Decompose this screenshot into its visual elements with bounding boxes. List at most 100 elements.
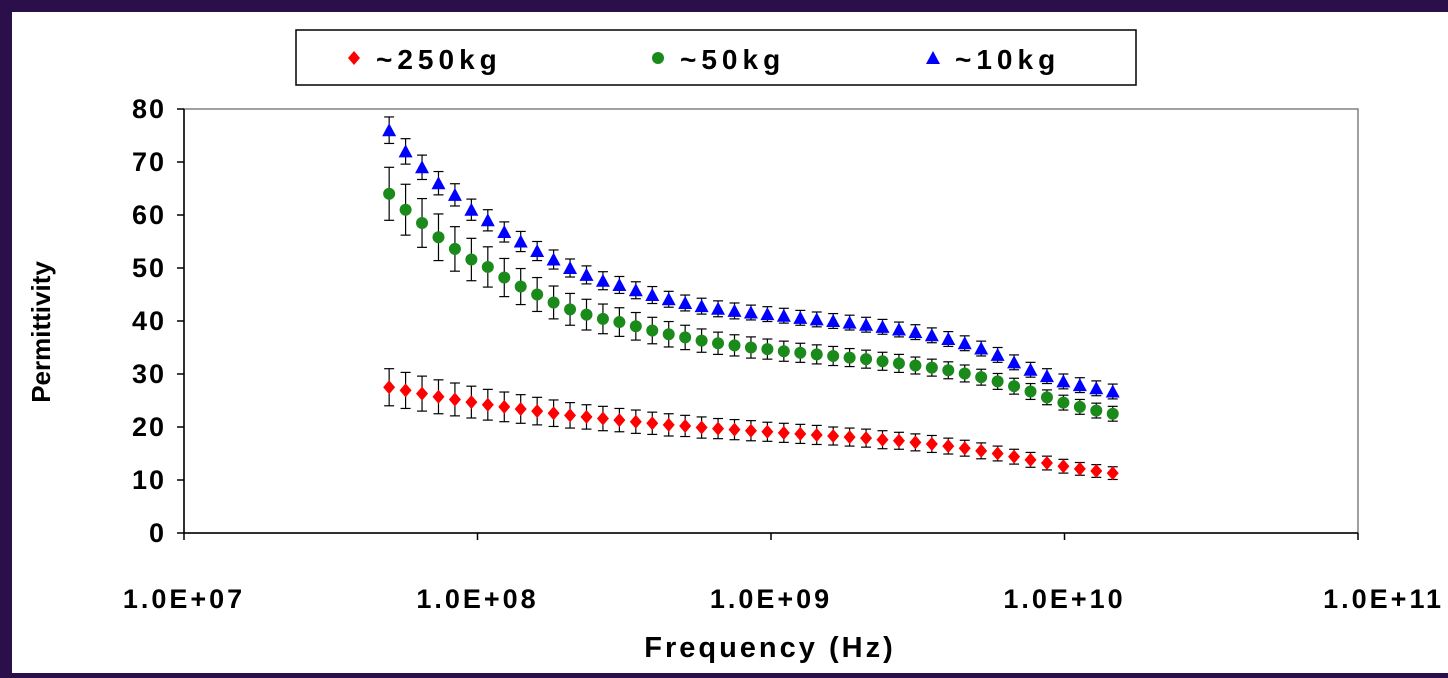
data-point xyxy=(1024,385,1037,398)
data-point xyxy=(810,427,823,442)
data-point xyxy=(531,404,544,419)
series-triangle xyxy=(382,116,1120,400)
data-point xyxy=(1057,459,1070,474)
data-point xyxy=(547,406,560,421)
data-point xyxy=(514,280,527,293)
data-point xyxy=(431,176,446,190)
legend-label: ~10kg xyxy=(955,44,1060,75)
data-point xyxy=(1073,461,1086,476)
y-tick-label: 80 xyxy=(132,94,166,124)
x-tick-label: 1.0E+08 xyxy=(416,584,538,614)
data-point xyxy=(629,320,642,333)
data-point xyxy=(547,296,560,309)
data-point xyxy=(761,424,774,439)
data-point xyxy=(942,439,955,454)
data-point xyxy=(1090,404,1103,417)
chart-canvas: ~250kg ~50kg ~10kg 0 10 20 30 40 50 60 70 80 1.0E+0… xyxy=(12,12,1448,673)
y-tick-label: 30 xyxy=(132,359,166,389)
data-point xyxy=(991,375,1004,388)
y-tick-label: 60 xyxy=(132,200,166,230)
data-point xyxy=(842,315,857,329)
data-point xyxy=(909,359,922,372)
data-point xyxy=(1106,466,1119,481)
data-point xyxy=(793,310,808,324)
data-point xyxy=(1072,378,1087,392)
data-point xyxy=(1023,362,1038,376)
data-point xyxy=(1057,396,1070,409)
x-tick-label: 1.0E+07 xyxy=(123,584,245,614)
y-tick-label: 70 xyxy=(132,147,166,177)
data-point xyxy=(777,425,790,440)
data-point xyxy=(727,303,742,317)
data-point xyxy=(843,430,856,445)
data-point xyxy=(399,203,412,216)
data-point xyxy=(465,395,478,410)
data-point xyxy=(744,341,757,354)
data-point xyxy=(596,411,609,426)
permittivity-frequency-chart: ~250kg ~50kg ~10kg 0 10 20 30 40 50 60 70 80 1.0E+0… xyxy=(26,29,1444,664)
data-point xyxy=(416,216,429,229)
data-point xyxy=(580,308,593,321)
data-point xyxy=(957,336,972,350)
data-point xyxy=(712,421,725,436)
data-point xyxy=(646,324,659,337)
data-point xyxy=(860,431,873,446)
data-point xyxy=(876,432,889,447)
y-tick-label: 20 xyxy=(132,412,166,442)
data-point xyxy=(1105,384,1120,398)
data-point xyxy=(1007,355,1022,369)
data-point xyxy=(892,357,905,370)
data-point xyxy=(498,271,511,284)
data-point xyxy=(728,422,741,437)
data-point xyxy=(712,337,725,350)
data-point xyxy=(728,339,741,352)
data-point xyxy=(447,187,462,201)
data-point xyxy=(646,416,659,431)
data-point xyxy=(679,418,692,433)
y-tick-label: 10 xyxy=(132,465,166,495)
data-point xyxy=(942,364,955,377)
data-point xyxy=(1024,452,1037,467)
legend-marker-circle xyxy=(652,52,664,64)
data-point xyxy=(613,316,626,329)
data-point xyxy=(432,389,445,404)
data-point xyxy=(514,401,527,416)
data-point xyxy=(464,202,479,216)
data-point xyxy=(595,273,610,287)
x-tick-label: 1.0E+09 xyxy=(710,584,832,614)
legend-label: ~50kg xyxy=(680,44,785,75)
data-point xyxy=(695,334,708,347)
data-point xyxy=(695,420,708,435)
data-point xyxy=(579,267,594,281)
data-point xyxy=(564,408,577,423)
legend-label: ~250kg xyxy=(376,44,502,75)
data-point xyxy=(513,234,528,248)
data-point xyxy=(826,314,841,327)
y-axis-label: Permittivity xyxy=(26,261,56,403)
data-point xyxy=(563,261,578,274)
data-point xyxy=(1008,380,1021,393)
data-point xyxy=(465,253,478,266)
data-point xyxy=(875,319,890,333)
data-point xyxy=(596,312,609,325)
data-point xyxy=(810,348,823,361)
data-point xyxy=(531,288,544,301)
data-point xyxy=(761,343,774,356)
data-point xyxy=(662,328,675,341)
x-axis-label: Frequency (Hz) xyxy=(644,632,895,664)
data-point xyxy=(908,325,923,339)
x-tick-label: 1.0E+11 xyxy=(1323,584,1444,614)
data-point xyxy=(1073,400,1086,413)
data-point xyxy=(661,292,676,306)
data-point xyxy=(925,436,938,451)
data-point xyxy=(909,435,922,450)
data-point xyxy=(843,351,856,364)
data-point xyxy=(991,446,1004,461)
legend-marker-triangle xyxy=(926,51,940,64)
data-point xyxy=(448,392,461,407)
data-point xyxy=(958,441,971,456)
data-point xyxy=(481,260,494,273)
data-point xyxy=(432,231,445,244)
data-point xyxy=(678,295,693,309)
data-point xyxy=(892,433,905,448)
